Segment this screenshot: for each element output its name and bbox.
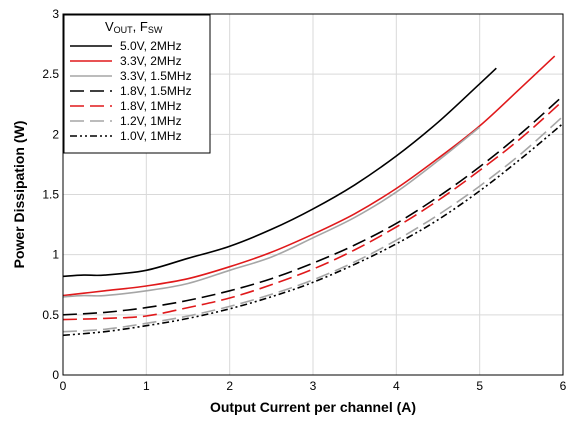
y-tick-label: 1.5 bbox=[42, 188, 59, 202]
y-tick-label: 2.5 bbox=[42, 67, 59, 81]
series-lines bbox=[62, 55, 564, 337]
legend-label: 1.8V, 1MHz bbox=[120, 99, 182, 113]
series-line-2 bbox=[62, 55, 556, 297]
series-line-1 bbox=[62, 67, 497, 278]
x-tick-label: 5 bbox=[476, 379, 483, 393]
x-tick-label: 1 bbox=[143, 379, 150, 393]
series-line-5 bbox=[62, 100, 564, 321]
legend-title-sep: , F bbox=[133, 19, 148, 34]
y-tick-label: 0.5 bbox=[42, 308, 59, 322]
legend-label: 1.8V, 1.5MHz bbox=[120, 84, 192, 98]
x-tick-label: 2 bbox=[226, 379, 233, 393]
y-axis-title: Power Dissipation (W) bbox=[11, 121, 27, 269]
tick-labels: 0 1 2 3 4 5 6 0 0.5 1 1.5 2 2.5 3 bbox=[42, 7, 566, 393]
y-tick-label: 2 bbox=[52, 127, 59, 141]
x-axis-title: Output Current per channel (A) bbox=[210, 399, 416, 415]
x-tick-label: 6 bbox=[560, 379, 567, 393]
y-tick-label: 1 bbox=[52, 248, 59, 262]
legend-label: 5.0V, 2MHz bbox=[120, 39, 182, 53]
legend-label: 1.2V, 1MHz bbox=[120, 114, 182, 128]
legend-label: 3.3V, 2MHz bbox=[120, 54, 182, 68]
legend-title-fsw-sub: SW bbox=[148, 25, 163, 35]
x-tick-label: 0 bbox=[60, 379, 67, 393]
x-tick-label: 3 bbox=[310, 379, 317, 393]
x-tick-label: 4 bbox=[393, 379, 400, 393]
legend-label: 1.0V, 1MHz bbox=[120, 129, 182, 143]
legend-label: 3.3V, 1.5MHz bbox=[120, 69, 192, 83]
legend-title-vout-sub: OUT bbox=[114, 25, 134, 35]
legend-title-v: V bbox=[105, 19, 114, 34]
legend-box bbox=[63, 14, 211, 154]
y-tick-label: 0 bbox=[52, 368, 59, 382]
plot-frame bbox=[62, 13, 564, 376]
series-line-6 bbox=[62, 115, 564, 333]
series-line-3 bbox=[62, 126, 481, 298]
series-line-4 bbox=[62, 95, 564, 316]
series-line-7 bbox=[62, 122, 564, 337]
y-tick-label: 3 bbox=[52, 7, 59, 21]
legend-title: VOUT, FSW bbox=[105, 19, 163, 35]
